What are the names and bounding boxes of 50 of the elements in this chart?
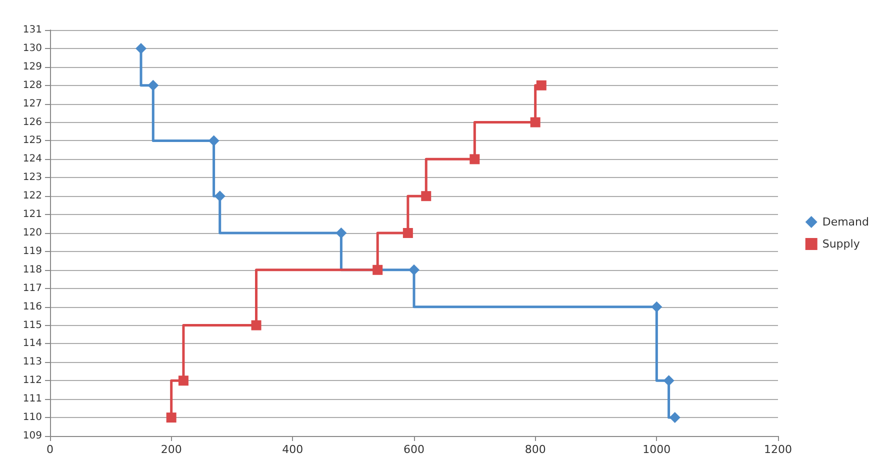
- y-tick-label: 129: [22, 61, 42, 72]
- y-tick-label: 116: [22, 301, 42, 312]
- y-tick-label: 128: [22, 80, 42, 91]
- point: [536, 80, 546, 90]
- x-tick-label: 1200: [764, 443, 792, 456]
- y-tick-label: 115: [22, 320, 42, 331]
- point: [214, 190, 226, 202]
- point: [470, 154, 480, 164]
- x-tick-label: 0: [46, 443, 54, 456]
- y-tick-label: 120: [22, 228, 42, 238]
- y-tick-label: 124: [22, 154, 42, 165]
- point: [421, 191, 432, 202]
- legend-label: Demand: [822, 216, 870, 228]
- point: [402, 228, 413, 238]
- x-tick-label: 200: [160, 443, 182, 456]
- y-tick-label: 125: [22, 135, 42, 146]
- point: [166, 412, 176, 423]
- point: [663, 375, 674, 386]
- y-tick-label: 123: [22, 172, 42, 184]
- y-tick-label: 121: [22, 209, 42, 220]
- point: [208, 135, 220, 146]
- legend-label: Supply: [822, 238, 860, 250]
- y-tick-label: 117: [22, 282, 42, 294]
- point: [372, 264, 383, 275]
- point: [530, 117, 540, 128]
- x-tick-label: 800: [524, 443, 546, 456]
- point: [336, 228, 347, 238]
- y-tick-label: 130: [22, 42, 42, 54]
- x-tick-label: 600: [404, 443, 424, 456]
- y-tick-label: 114: [22, 338, 42, 350]
- y-tick-label: 131: [22, 24, 42, 36]
- point: [408, 264, 420, 276]
- y-tick-label: 109: [22, 430, 42, 442]
- point: [178, 376, 188, 386]
- point: [669, 412, 680, 424]
- point: [651, 301, 662, 312]
- x-tick-label: 1000: [642, 443, 671, 456]
- point: [136, 42, 146, 54]
- y-tick-label: 113: [22, 356, 42, 368]
- y-tick-label: 122: [22, 190, 42, 202]
- y-tick-label: 126: [22, 116, 42, 128]
- y-tick-label: 110: [22, 412, 42, 424]
- point: [251, 320, 262, 330]
- y-tick-label: 112: [22, 375, 42, 386]
- point: [148, 80, 159, 91]
- x-tick-label: 400: [282, 443, 304, 456]
- y-tick-label: 111: [22, 394, 42, 405]
- y-tick-label: 119: [22, 246, 42, 257]
- y-tick-label: 127: [22, 98, 42, 110]
- y-tick-label: 118: [22, 264, 42, 276]
